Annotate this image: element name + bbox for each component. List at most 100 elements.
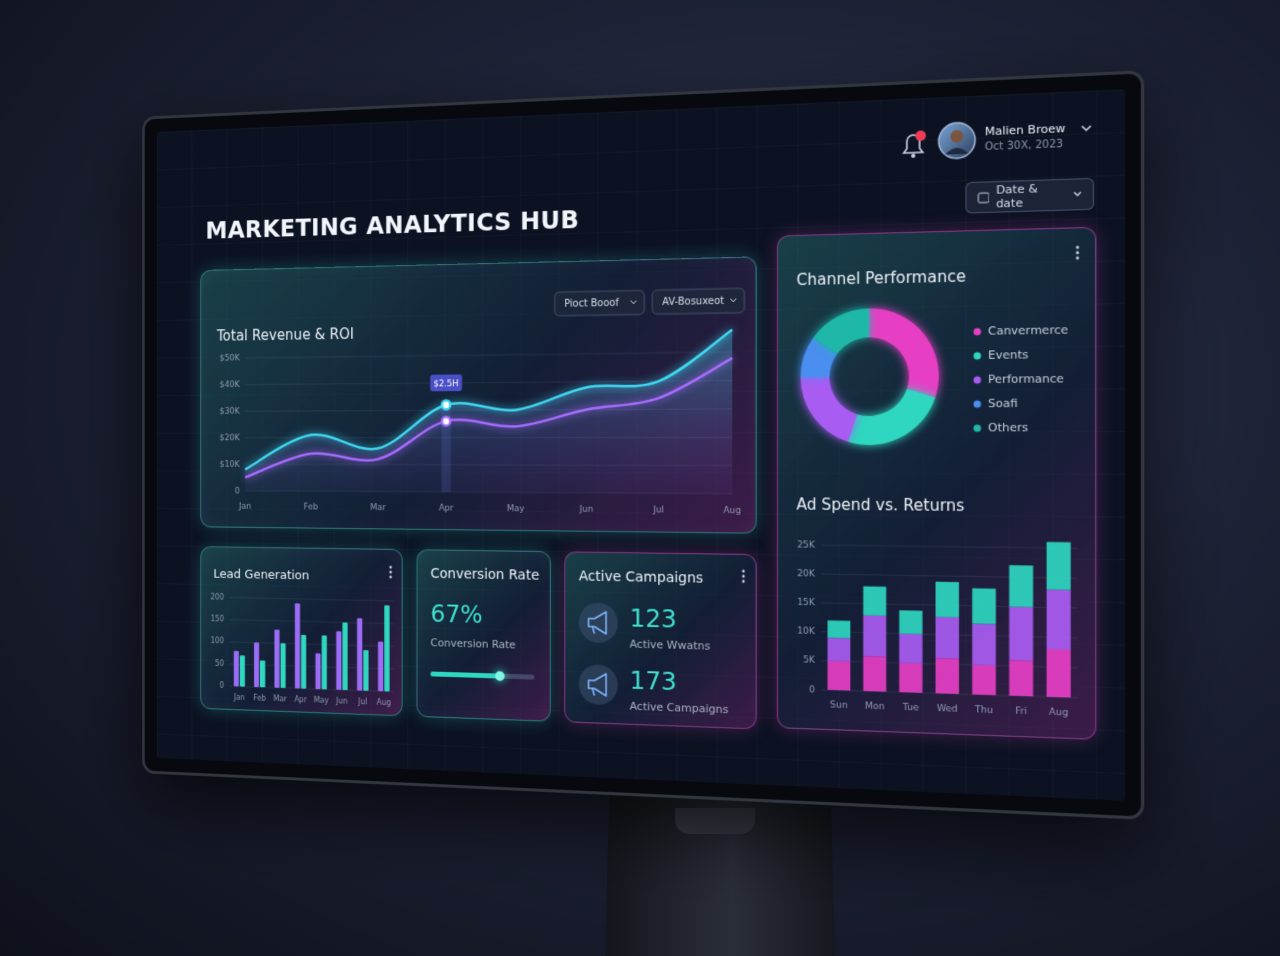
campaign-icon-bg xyxy=(578,664,618,706)
point xyxy=(442,417,450,426)
x-tick-label: Jun xyxy=(335,696,347,706)
card-title: Lead Generation xyxy=(213,565,309,582)
legend-swatch xyxy=(973,328,982,336)
x-tick-label: Jul xyxy=(652,505,664,516)
bar xyxy=(280,643,286,689)
notification-bell[interactable] xyxy=(891,123,933,166)
slider-knob[interactable] xyxy=(495,670,505,682)
legend-label: Performance xyxy=(988,373,1064,387)
card-title: Ad Spend vs. Returns xyxy=(796,497,964,516)
pie-slice xyxy=(847,388,936,445)
y-tick-label: 100 xyxy=(211,636,225,645)
legend-swatch xyxy=(973,352,982,360)
legend-label: Soafi xyxy=(988,397,1018,410)
y-tick-label: $10K xyxy=(219,460,240,470)
bar xyxy=(363,650,369,691)
channel-card: Channel Performance Canvermerce Events Perf… xyxy=(776,226,1097,740)
bar-segment xyxy=(1009,606,1034,661)
bar-segment xyxy=(972,664,996,696)
grid-line xyxy=(229,598,394,602)
legend-label: Others xyxy=(988,421,1028,434)
y-tick-label: $40K xyxy=(219,380,240,390)
x-tick-label: Jan xyxy=(238,501,251,511)
avatar[interactable] xyxy=(936,119,979,162)
grid-line xyxy=(229,686,394,692)
y-tick-label: 150 xyxy=(211,614,225,623)
menu-dot xyxy=(741,569,745,573)
filter-button-bg xyxy=(555,290,645,316)
bar xyxy=(233,650,239,687)
grid-line xyxy=(821,545,1077,548)
y-tick-label: 0 xyxy=(219,681,224,690)
date-chevron xyxy=(1071,189,1081,200)
x-tick-label: Aug xyxy=(723,505,741,516)
bar-segment xyxy=(972,623,996,666)
bar xyxy=(357,618,363,691)
user-name: Malien Broew xyxy=(984,121,1066,139)
y-tick-label: $30K xyxy=(219,407,240,417)
grid-line xyxy=(229,664,394,669)
bar-segment xyxy=(935,581,959,618)
bar-segment xyxy=(899,610,923,635)
x-tick-label: Wed xyxy=(937,703,958,715)
bar xyxy=(377,641,384,692)
campaigns-icons xyxy=(578,569,745,706)
filter-button-bg xyxy=(652,288,744,314)
filter-button-label: AV-Bosuxeot xyxy=(662,295,724,308)
campaign-icon-bg xyxy=(578,602,618,644)
bar-segment xyxy=(899,633,923,664)
menu-dot xyxy=(741,574,745,578)
legend-label: Events xyxy=(988,349,1028,363)
card-menu[interactable] xyxy=(741,569,745,583)
date-picker-label: Date & date xyxy=(996,181,1038,211)
card-title: Channel Performance xyxy=(796,269,966,290)
legend-swatch xyxy=(973,376,982,384)
card-menu[interactable] xyxy=(389,565,392,579)
x-tick-label: Apr xyxy=(294,695,307,704)
grid-line xyxy=(229,620,394,624)
revenue-chart: Total Revenue & ROI Pioct Booof AV-Bosuxeo… xyxy=(216,257,756,516)
bar-segment xyxy=(827,637,851,662)
bar-segment xyxy=(1046,541,1071,591)
x-tick-label: Aug xyxy=(1049,707,1068,719)
bar-segment xyxy=(863,586,887,616)
y-tick-label: 15K xyxy=(797,598,815,609)
pie-slice xyxy=(800,337,837,378)
menu-dot xyxy=(389,575,392,579)
monitor: MARKETING ANALYTICS HUB Malien Broew Oct… xyxy=(142,70,1145,820)
x-tick-label: Fri xyxy=(1015,706,1027,717)
campaigns-card: Active Campaigns 123 Active Wwatns 173 A… xyxy=(564,551,757,730)
bar-segment xyxy=(1046,649,1071,698)
filter-button[interactable]: Pioct Booof xyxy=(555,290,645,316)
x-tick-label: Feb xyxy=(253,693,266,702)
grid-line xyxy=(245,352,732,358)
point xyxy=(442,400,450,409)
user-date: Oct 30X, 2023 xyxy=(984,138,1064,154)
legend-label: Canvermerce xyxy=(988,324,1068,338)
x-tick-label: Mar xyxy=(370,502,386,512)
y-tick-label: 0 xyxy=(809,684,815,695)
legend-swatch xyxy=(973,424,982,432)
bar xyxy=(239,655,245,687)
grid-line xyxy=(229,642,394,647)
x-tick-label: Sun xyxy=(830,700,848,711)
grid-line xyxy=(821,574,1077,578)
bar-segment xyxy=(1009,565,1034,608)
bar xyxy=(384,605,390,692)
x-tick-label: Jun xyxy=(579,504,594,515)
lead-chart: Lead Generation 0 50 100 150 200 Jan Feb Mar Apr M… xyxy=(211,565,402,707)
bar xyxy=(301,634,307,689)
user-menu-chevron[interactable] xyxy=(1079,120,1094,135)
card-menu[interactable] xyxy=(1075,245,1080,260)
dashboard-title: MARKETING ANALYTICS HUB xyxy=(205,204,580,245)
menu-dot xyxy=(1075,256,1080,260)
bar-segment xyxy=(1046,589,1071,650)
card-title: Total Revenue & ROI xyxy=(216,327,354,345)
filter-button[interactable]: AV-Bosuxeot xyxy=(652,288,744,314)
bar xyxy=(321,635,327,690)
date-picker[interactable]: Date & date xyxy=(965,177,1095,214)
tooltip-bg xyxy=(430,374,463,392)
x-tick-label: Tue xyxy=(902,702,919,713)
conversion-card: Conversion Rate 67% Conversion Rate xyxy=(416,549,551,722)
campaign-caption: Active Wwatns xyxy=(629,637,711,653)
